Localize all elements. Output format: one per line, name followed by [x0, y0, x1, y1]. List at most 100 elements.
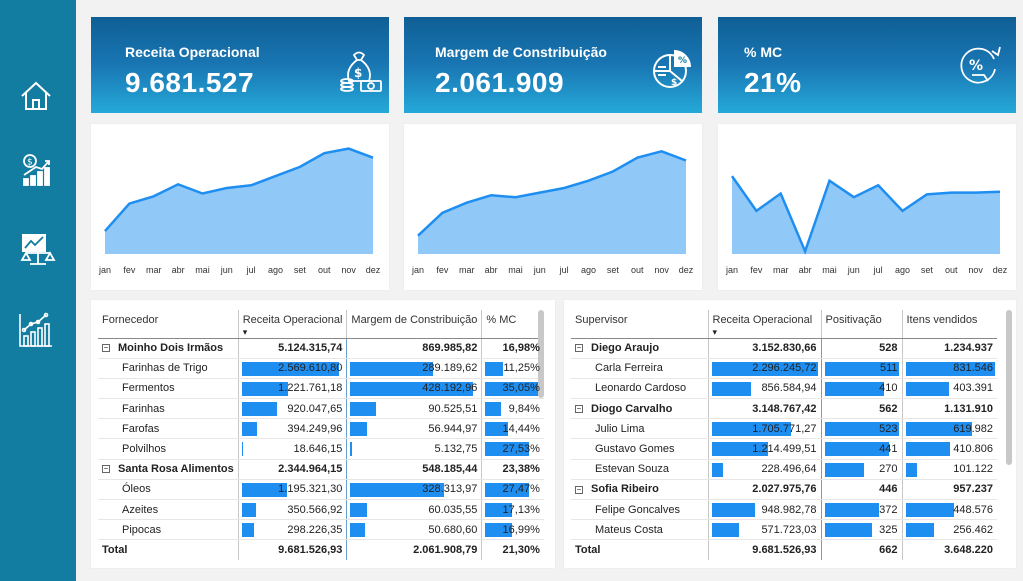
revenue-growth-icon[interactable]: $: [16, 150, 56, 190]
total-row[interactable]: Total 9.681.526,93 2.061.908,79 21,30%: [98, 539, 544, 561]
row-label: Fermentos: [98, 378, 239, 400]
col-header[interactable]: Receita Operacional: [708, 310, 822, 339]
data-bar: [241, 422, 257, 437]
table-row[interactable]: Gustavo Gomes 1.214.499,51 441 410.806: [571, 438, 997, 460]
collapse-toggle-icon[interactable]: −: [575, 343, 583, 353]
value-text: 446: [879, 483, 898, 496]
value-text: 298.226,35: [287, 523, 343, 536]
area-chart: jan fev mar abr mai jun jul ago set out nov dez: [98, 147, 381, 275]
value-text: 2.296.245,72: [752, 362, 817, 375]
table-row[interactable]: Farofas 394.249,96 56.944,97 14,44%: [98, 418, 544, 440]
month-label: dez: [679, 265, 694, 275]
table-row[interactable]: Azeites 350.566,92 60.035,55 17,13%: [98, 499, 544, 521]
col-header[interactable]: Receita Operacional: [238, 310, 348, 339]
value-text: 441: [879, 443, 898, 456]
value-cell: 298.226,35: [238, 519, 348, 541]
value-text: 1.705.771,27: [752, 422, 817, 435]
table-row[interactable]: Estevan Souza 228.496,64 270 101.122: [571, 459, 997, 480]
col-header[interactable]: Margem de Constribuição: [346, 310, 483, 339]
value-cell: 1.705.771,27: [708, 418, 822, 440]
table-row[interactable]: Polvilhos 18.646,15 5.132,75 27,53%: [98, 438, 544, 460]
value-cell: 328.313,97: [346, 479, 483, 501]
value-cell: 1.195.321,30: [238, 479, 348, 501]
col-header[interactable]: % MC: [481, 310, 544, 339]
home-icon[interactable]: [16, 76, 56, 116]
data-bar: [711, 422, 791, 437]
value-text: 394.249,96: [287, 422, 343, 435]
collapse-toggle-icon[interactable]: −: [102, 343, 110, 353]
col-header[interactable]: Supervisor: [571, 310, 709, 339]
month-label: fev: [123, 265, 136, 275]
value-text: 5.124.315,74: [278, 342, 343, 355]
row-label-text: Pipocas: [122, 523, 162, 536]
col-header[interactable]: Fornecedor: [98, 310, 239, 339]
value-text: 372: [879, 503, 898, 516]
scrollbar[interactable]: [538, 310, 544, 398]
value-text: 2.569.610,80: [278, 362, 343, 375]
value-text: 3.152.830,66: [752, 342, 817, 355]
value-text: 21,30%: [502, 544, 540, 557]
collapse-toggle-icon[interactable]: −: [575, 484, 583, 494]
table-row[interactable]: Leonardo Cardoso 856.584,94 410 403.391: [571, 378, 997, 400]
chart-margem: jan fev mar abr mai jun jul ago set out nov dez: [404, 124, 702, 290]
row-label-text: Óleos: [122, 483, 151, 496]
value-text: 957.237: [953, 483, 993, 496]
month-label: jul: [246, 265, 256, 275]
value-text: 256.462: [953, 523, 993, 536]
value-text: 428.192,96: [422, 382, 478, 395]
month-label: abr: [799, 265, 812, 275]
row-label: Óleos: [98, 479, 239, 501]
table-row[interactable]: Farinhas 920.047,65 90.525,51 9,84%: [98, 398, 544, 420]
col-header[interactable]: Positivação: [821, 310, 903, 339]
month-label: jan: [98, 265, 111, 275]
row-label: Pipocas: [98, 519, 239, 541]
table-row[interactable]: Julio Lima 1.705.771,27 523 619.982: [571, 418, 997, 440]
collapse-toggle-icon[interactable]: −: [102, 464, 110, 474]
collapse-toggle-icon[interactable]: −: [575, 403, 583, 413]
group-row[interactable]: − Diogo Carvalho 3.148.767,42 562 1.131.910: [571, 398, 997, 420]
value-text: 18.646,15: [293, 443, 343, 456]
row-label: Total: [571, 539, 709, 561]
value-cell: 9.681.526,93: [238, 539, 348, 561]
total-row[interactable]: Total 9.681.526,93 662 3.648.220: [571, 539, 997, 561]
value-cell: 511: [821, 358, 903, 379]
row-label-text: Santa Rosa Alimentos: [118, 463, 234, 476]
value-cell: 23,38%: [481, 459, 544, 480]
area-chart: jan fev mar abr mai jun jul ago set out nov dez: [411, 149, 694, 275]
table-row[interactable]: Carla Ferreira 2.296.245,72 511 831.546: [571, 358, 997, 379]
table-row[interactable]: Felipe Goncalves 948.982,78 372 448.576: [571, 499, 997, 521]
col-header[interactable]: Itens vendidos: [902, 310, 997, 339]
scrollbar[interactable]: [1006, 310, 1012, 465]
group-row[interactable]: − Santa Rosa Alimentos 2.344.964,15 548.185…: [98, 459, 544, 480]
value-cell: 2.569.610,80: [238, 358, 348, 379]
chart-percent-mc: jan fev mar abr mai jun jul ago set out nov dez: [718, 124, 1016, 290]
value-cell: 1.131.910: [902, 398, 997, 420]
month-label: nov: [968, 265, 983, 275]
data-bar: [241, 503, 256, 517]
supervisor-table[interactable]: Supervisor Receita Operacional Positivaç…: [571, 310, 997, 561]
value-text: 571.723,03: [761, 523, 817, 536]
table-row[interactable]: Mateus Costa 571.723,03 325 256.462: [571, 519, 997, 541]
table-row[interactable]: Óleos 1.195.321,30 328.313,97 27,47%: [98, 479, 544, 501]
value-cell: 17,13%: [481, 499, 544, 521]
value-text: 27,53%: [502, 443, 540, 456]
kpi-title: % MC: [744, 44, 783, 60]
table-row[interactable]: Farinhas de Trigo 2.569.610,80 289.189,62 1…: [98, 358, 544, 379]
area-fill: [105, 148, 373, 254]
month-label: fev: [436, 265, 449, 275]
svg-text:$: $: [354, 66, 362, 80]
table-row[interactable]: Pipocas 298.226,35 50.680,60 16,99%: [98, 519, 544, 541]
balance-scale-icon[interactable]: [16, 228, 56, 268]
group-row[interactable]: − Sofia Ribeiro 2.027.975,76 446 957.237: [571, 479, 997, 501]
value-text: 3.148.767,42: [752, 402, 817, 415]
month-label: out: [318, 265, 331, 275]
value-cell: 528: [821, 338, 903, 359]
group-row[interactable]: − Diego Araujo 3.152.830,66 528 1.234.937: [571, 338, 997, 359]
value-cell: 27,53%: [481, 438, 544, 460]
month-label: jun: [533, 265, 546, 275]
table-row[interactable]: Fermentos 1.221.761,18 428.192,96 35,05%: [98, 378, 544, 400]
fornecedor-table[interactable]: Fornecedor Receita Operacional Margem de…: [98, 310, 544, 561]
group-row[interactable]: − Moinho Dois Irmãos 5.124.315,74 869.985,8…: [98, 338, 544, 359]
value-text: 35,05%: [502, 382, 540, 395]
line-chart-icon[interactable]: [16, 310, 56, 350]
